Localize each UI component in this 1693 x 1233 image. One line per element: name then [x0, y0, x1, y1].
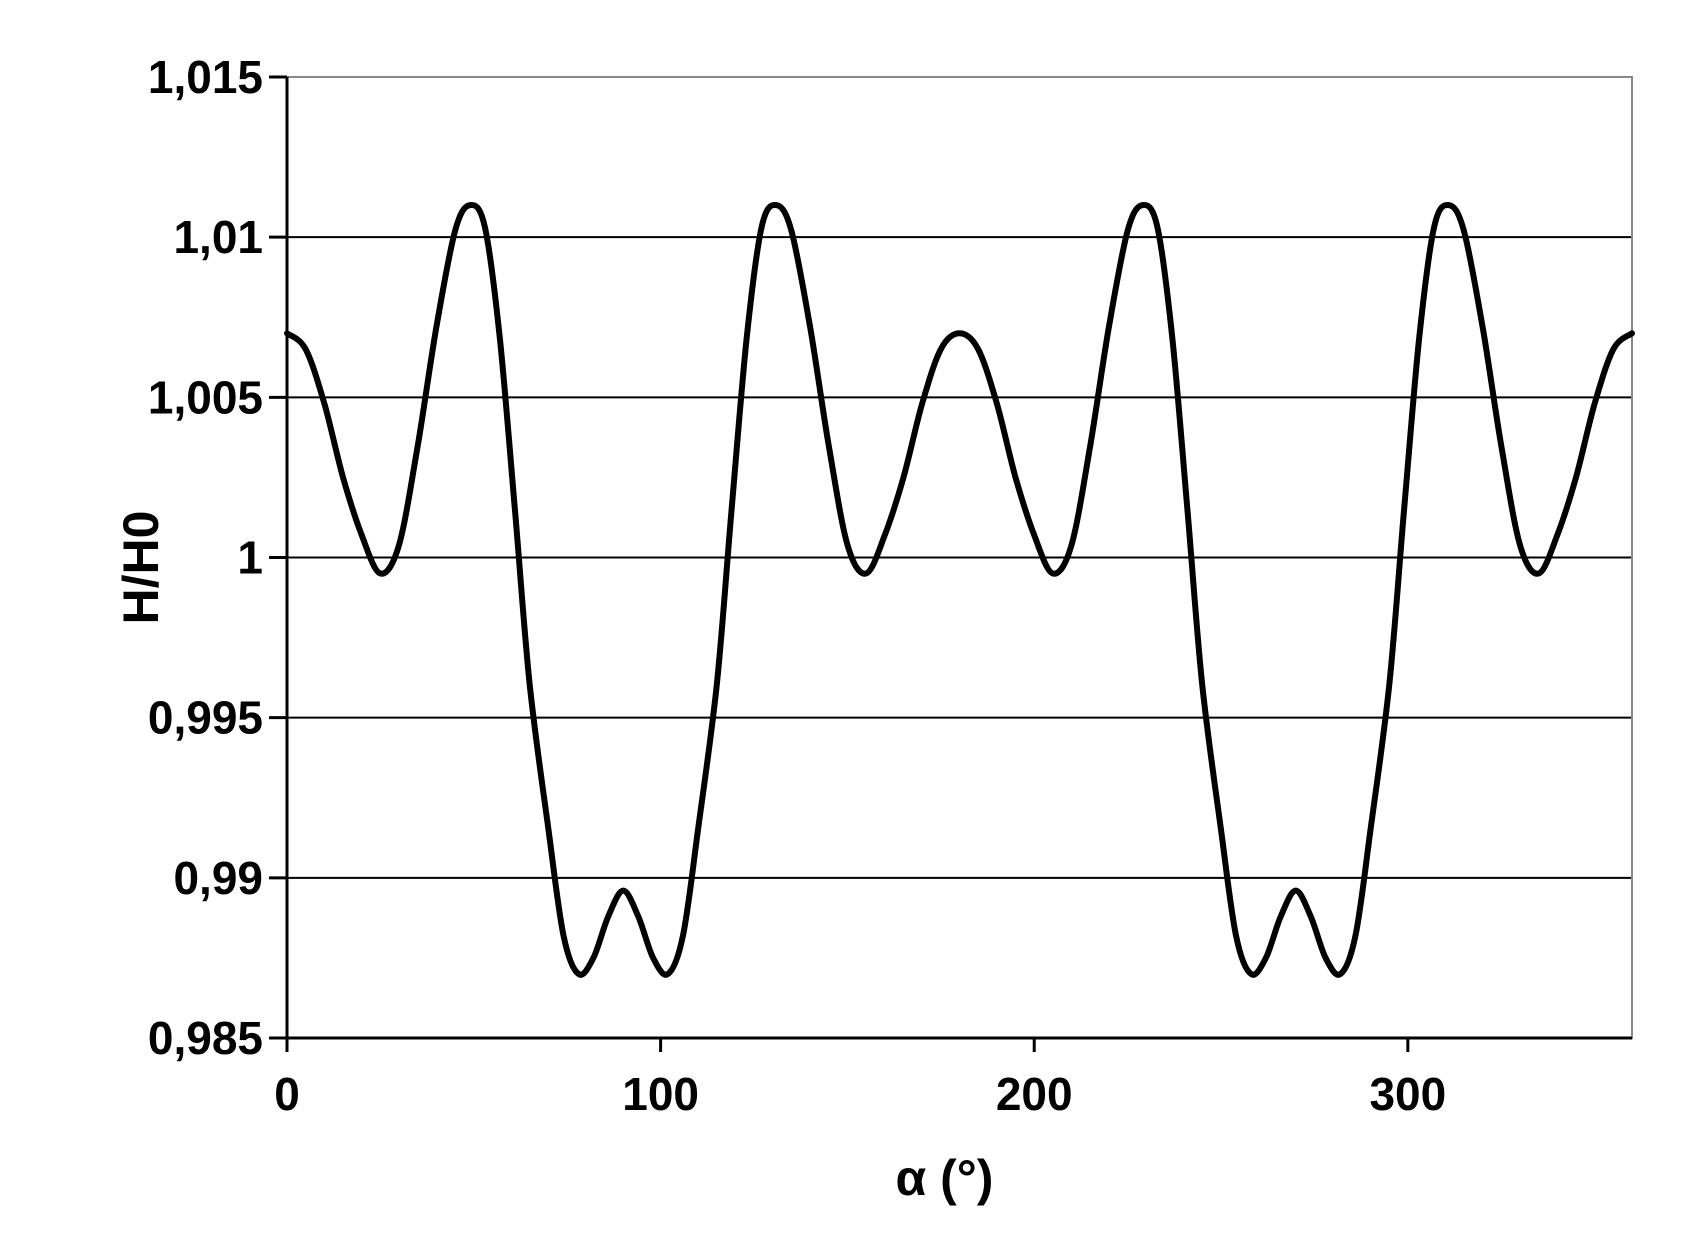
y-tick-label: 0,985	[148, 1012, 263, 1064]
x-tick-label: 0	[274, 1068, 300, 1120]
y-tick-label: 0,99	[173, 852, 263, 904]
x-tick-label: 200	[996, 1068, 1073, 1120]
y-tick-label: 0,995	[148, 692, 263, 744]
series-line	[284, 202, 1635, 978]
x-tick-label: 100	[622, 1068, 699, 1120]
x-axis-title: α (°)	[896, 1150, 994, 1206]
y-tick-label: 1,005	[148, 371, 263, 423]
x-tick-label: 300	[1369, 1068, 1446, 1120]
y-tick-label: 1,015	[148, 51, 263, 103]
y-tick-label: 1,01	[173, 211, 263, 263]
y-axis-title: H/H0	[113, 511, 169, 625]
axes	[269, 75, 1632, 1052]
tick-labels: 0,985 0,99 0,995 1 1,005 1,01 1,015 0 100 200 300	[148, 51, 1446, 1120]
y-tick-label: 1	[237, 532, 263, 584]
gridlines	[287, 76, 1632, 1039]
